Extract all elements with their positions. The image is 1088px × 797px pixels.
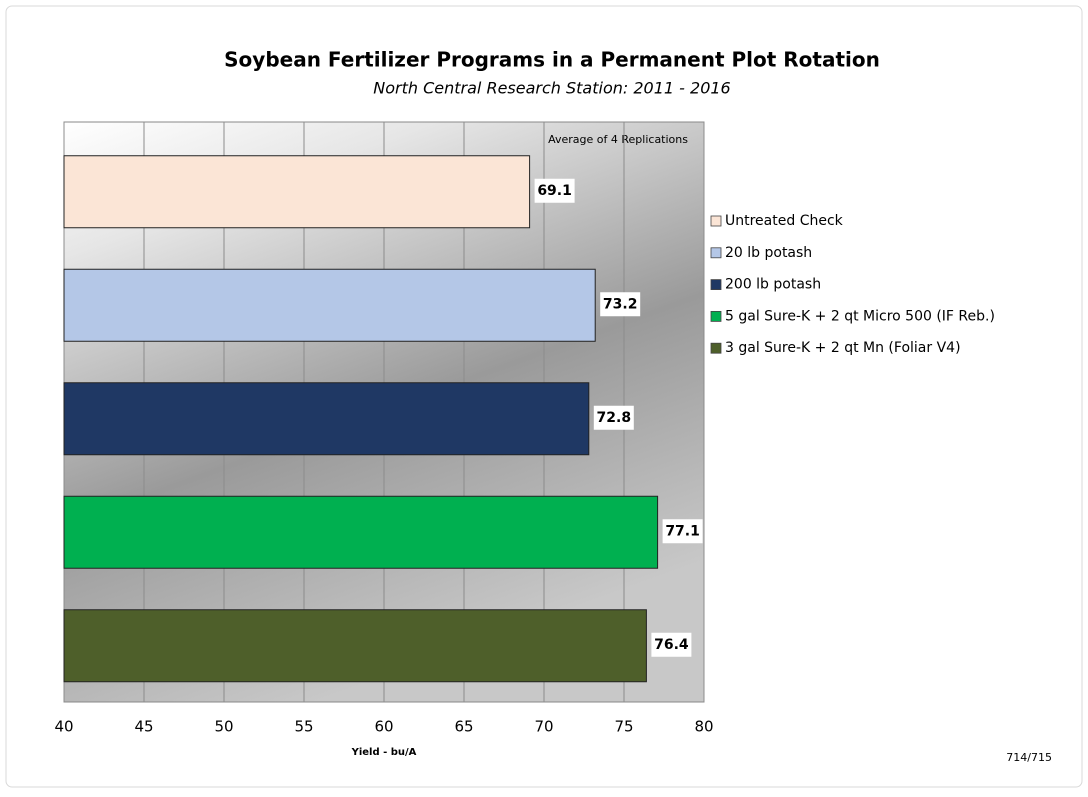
bar [64, 156, 530, 228]
legend-swatch [711, 280, 721, 290]
legend-swatch [711, 216, 721, 226]
chart-title: Soybean Fertilizer Programs in a Permane… [224, 48, 880, 72]
legend-label: 20 lb potash [725, 245, 812, 261]
bar [64, 269, 595, 341]
x-tick-label: 65 [454, 718, 473, 736]
value-label: 76.4 [654, 637, 689, 653]
bar [64, 610, 646, 682]
x-tick-label: 75 [614, 718, 633, 736]
legend-label: 5 gal Sure-K + 2 qt Micro 500 (IF Reb.) [725, 308, 995, 324]
legend-label: 200 lb potash [725, 277, 821, 293]
page-number: 714/715 [1006, 751, 1052, 764]
bar [64, 496, 658, 568]
legend-swatch [711, 343, 721, 353]
value-label: 72.8 [597, 410, 632, 426]
x-tick-label: 50 [214, 718, 233, 736]
chart-subtitle: North Central Research Station: 2011 - 2… [373, 79, 730, 98]
value-label: 73.2 [603, 296, 638, 312]
x-tick-label: 40 [54, 718, 73, 736]
x-tick-label: 70 [534, 718, 553, 736]
value-label: 77.1 [665, 523, 700, 539]
x-tick-label: 60 [374, 718, 393, 736]
annotation: Average of 4 Replications [548, 133, 688, 146]
chart: Soybean Fertilizer Programs in a Permane… [0, 0, 1088, 793]
value-label: 69.1 [537, 183, 572, 199]
legend-swatch [711, 248, 721, 258]
x-tick-label: 80 [694, 718, 713, 736]
bar [64, 383, 589, 455]
x-tick-label: 45 [134, 718, 153, 736]
x-tick-label: 55 [294, 718, 313, 736]
legend-label: Untreated Check [725, 213, 844, 229]
x-axis-label: Yield - bu/A [351, 747, 417, 758]
legend-swatch [711, 311, 721, 321]
legend-label: 3 gal Sure-K + 2 qt Mn (Foliar V4) [725, 340, 961, 356]
